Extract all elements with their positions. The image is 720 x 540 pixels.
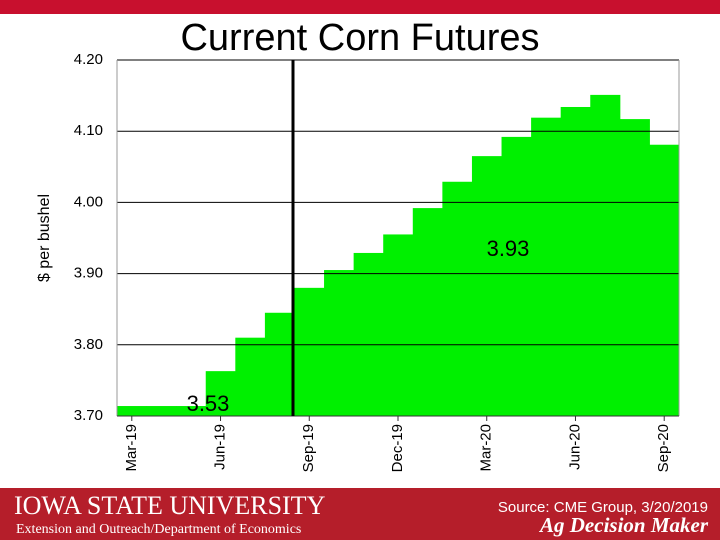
y-tick-label: 4.00	[74, 193, 103, 210]
plot: 3.70 3.80 3.90 4.00 4.10 4.20 Mar-19 Jun-19 Sep-…	[74, 51, 680, 472]
x-tick-label: Mar-19	[123, 424, 140, 472]
step-bar	[353, 252, 384, 416]
x-tick-label: Dec-19	[389, 424, 406, 472]
y-tick-label: 3.70	[74, 407, 103, 424]
step-bar	[560, 106, 591, 416]
footer-band	[0, 488, 720, 540]
step-bar	[531, 117, 562, 416]
y-tick-label: 4.20	[74, 51, 103, 68]
step-bar	[619, 119, 650, 416]
step-bar	[294, 287, 325, 416]
step-bar	[117, 406, 148, 416]
x-tick-label: Jun-20	[566, 424, 583, 470]
step-bar	[442, 181, 473, 416]
x-tick-label: Sep-20	[655, 424, 672, 472]
annotation: 3.93	[487, 236, 530, 261]
x-tick-label: Jun-19	[211, 424, 228, 470]
step-bar	[205, 371, 236, 416]
university-name: IOWA STATE UNIVERSITY	[14, 491, 326, 520]
x-tick-label: Sep-19	[300, 424, 317, 472]
y-tick-label: 3.90	[74, 265, 103, 282]
y-tick-label: 3.80	[74, 336, 103, 353]
step-bar	[501, 136, 532, 416]
step-bar	[383, 234, 414, 416]
step-bar	[471, 156, 503, 416]
step-bar	[235, 337, 266, 416]
step-bar	[176, 406, 207, 416]
step-bar	[264, 312, 295, 416]
step-bar	[590, 94, 621, 416]
y-axis-label: $ per bushel	[36, 194, 53, 282]
department: Extension and Outreach/Department of Eco…	[16, 522, 301, 537]
source: Source: CME Group, 3/20/2019	[498, 499, 708, 516]
x-tick-label: Mar-20	[478, 424, 495, 472]
step-bar	[649, 144, 680, 416]
chart-title: Current Corn Futures	[180, 17, 539, 59]
brand: Ag Decision Maker	[538, 513, 709, 537]
step-bar	[146, 406, 177, 416]
annotation: 3.53	[187, 391, 230, 416]
step-bar	[412, 208, 443, 416]
top-band	[0, 0, 720, 14]
y-tick-label: 4.10	[74, 122, 103, 139]
step-bar	[324, 270, 355, 416]
